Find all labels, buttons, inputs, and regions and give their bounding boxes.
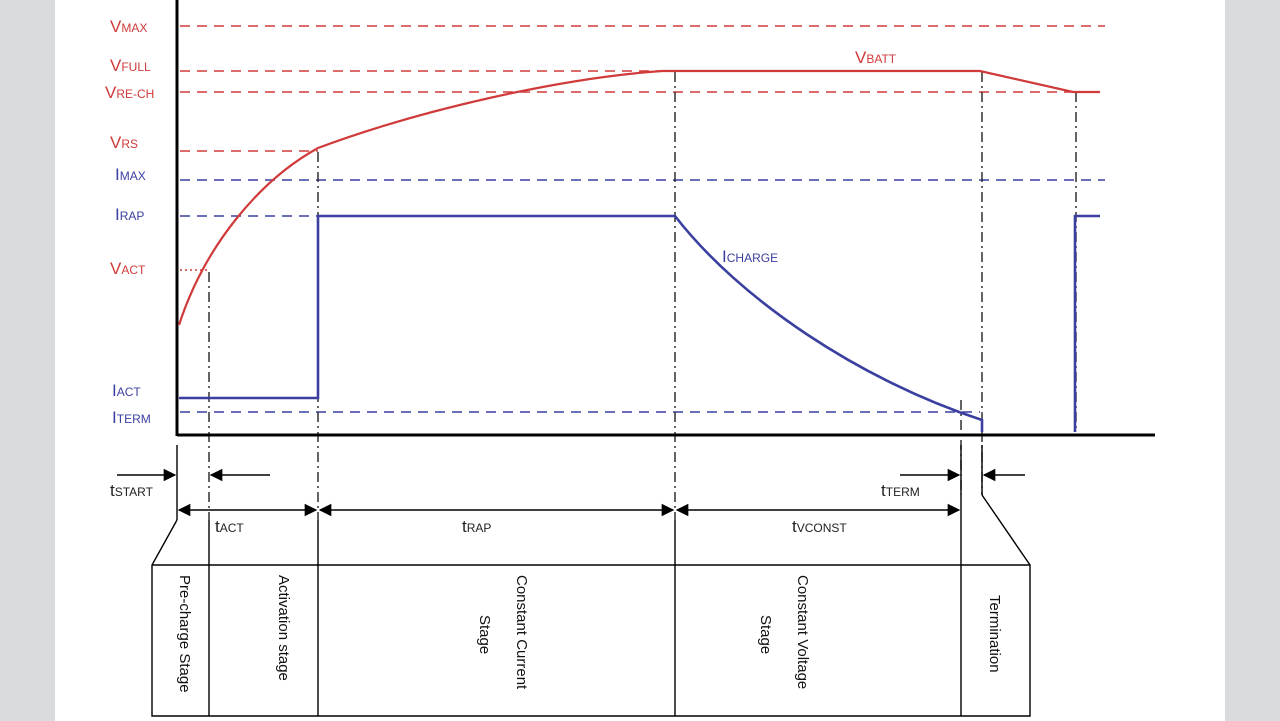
tstart-label: tSTART	[110, 481, 154, 500]
vmax-label: VMAX	[110, 17, 147, 36]
tvconst-label: tVCONST	[792, 517, 847, 536]
level-guides	[180, 25, 1105, 413]
constant-current-stage-label: Constant CurrentStage	[476, 575, 530, 690]
tterm-label: tTERM	[881, 481, 920, 500]
iterm-label: ITERM	[112, 408, 151, 427]
stage-table	[151, 494, 1031, 717]
recharge-current-step	[1073, 214, 1100, 432]
timing-arrows	[117, 468, 1025, 517]
tact-label: tACT	[215, 517, 244, 536]
vbatt-label: VBATT	[855, 48, 897, 67]
vact-label: VACT	[110, 259, 146, 278]
trap-label: tRAP	[462, 517, 491, 536]
timing-ticks	[176, 445, 983, 520]
icharge-label: ICHARGE	[722, 247, 778, 266]
diagram-panel	[55, 0, 1225, 721]
precharge-stage-label: Pre-charge Stage	[176, 575, 193, 693]
termination-stage-label: Termination	[986, 595, 1003, 673]
vfull-label: VFULL	[110, 56, 151, 75]
vrech-label: VRE-CH	[105, 83, 154, 102]
imax-label: IMAX	[115, 165, 146, 184]
icharge-curve	[179, 214, 984, 432]
irap-label: IRAP	[115, 205, 144, 224]
axes	[175, 0, 1155, 437]
vrs-label: VRS	[110, 133, 138, 152]
vbatt-curve	[177, 69, 1100, 326]
activation-stage-label: Activation stage	[275, 575, 292, 681]
stage-table-outline	[151, 494, 1031, 717]
constant-voltage-stage-label: Constant VoltageStage	[757, 575, 811, 689]
iact-label: IACT	[112, 381, 141, 400]
